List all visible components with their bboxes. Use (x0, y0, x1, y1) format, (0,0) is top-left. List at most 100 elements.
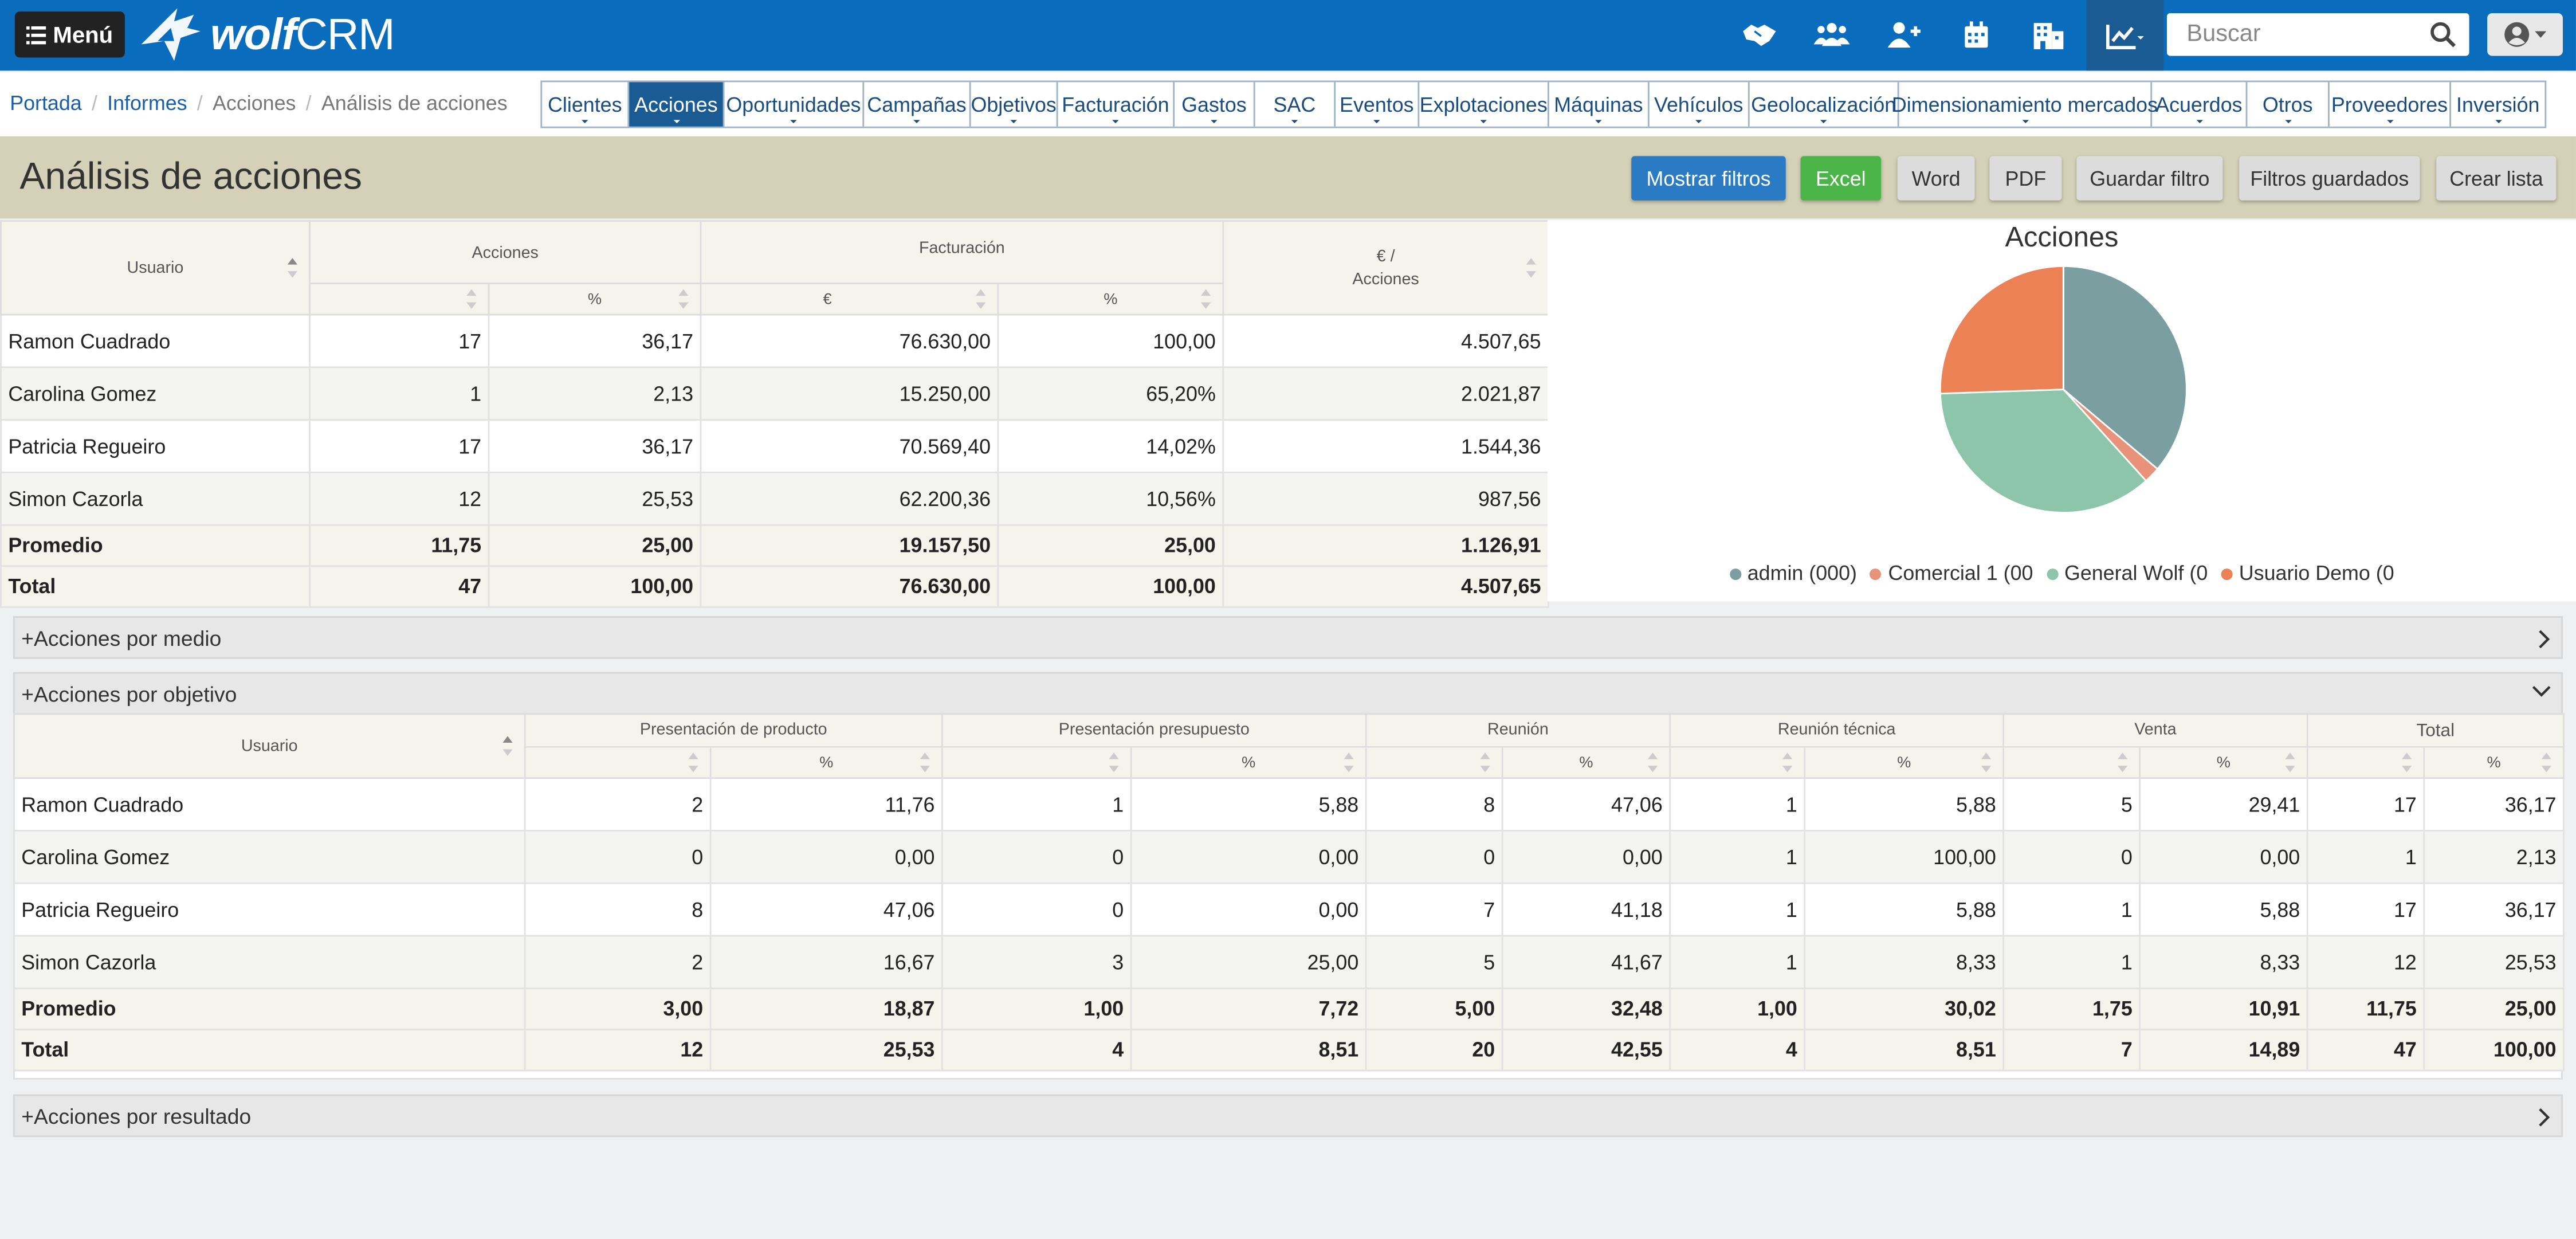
cell-value: 1,75 (2002, 987, 2141, 1030)
sort-icon[interactable] (1109, 752, 1120, 773)
sort-icon[interactable] (1480, 752, 1491, 773)
sort-icon[interactable] (466, 289, 478, 309)
pdf-button[interactable]: PDF (1989, 156, 2062, 201)
col-usuario[interactable]: Usuario (13, 713, 526, 779)
search-icon[interactable] (2430, 21, 2456, 48)
create-list-button[interactable]: Crear lista (2436, 156, 2557, 201)
col-pct[interactable]: % (709, 746, 943, 779)
tab-oportunidades[interactable]: Oportunidades (724, 82, 865, 127)
cell-value: 0,00 (1501, 829, 1671, 884)
add-user-icon[interactable] (1886, 18, 1922, 51)
tab-gastos[interactable]: Gastos (1175, 82, 1255, 127)
breadcrumb-item[interactable]: Portada (10, 92, 82, 115)
col-pct[interactable]: % (2139, 746, 2308, 779)
col-pct[interactable]: % (1804, 746, 2005, 779)
sort-icon[interactable] (1201, 289, 1212, 309)
tab-campañas[interactable]: Campañas (864, 82, 971, 127)
sort-icon[interactable] (2402, 752, 2413, 773)
sort-icon[interactable] (976, 289, 987, 309)
cell-value: 7 (1365, 882, 1503, 937)
tab-facturación[interactable]: Facturación (1058, 82, 1175, 127)
sort-icon[interactable] (1981, 752, 1993, 773)
col-pct[interactable]: % (1501, 746, 1671, 779)
sort-icon[interactable] (1344, 752, 1355, 773)
legend-item[interactable]: General Wolf (0 (2046, 562, 2208, 585)
cell-value: 1,00 (1669, 987, 1806, 1030)
excel-button[interactable]: Excel (1800, 156, 1882, 201)
legend-item[interactable]: admin (000) (1729, 562, 1857, 585)
cell-acc_pct: 36,17 (488, 313, 702, 368)
sort-icon[interactable] (1647, 752, 1659, 773)
tab-clientes[interactable]: Clientes (542, 82, 630, 127)
cell-value: 41,67 (1501, 935, 1671, 990)
col-eur-per-accion[interactable]: € / Acciones (1222, 220, 1549, 316)
users-icon[interactable] (1813, 18, 1850, 51)
tab-eventos[interactable]: Eventos (1336, 82, 1420, 127)
handshake-icon[interactable] (1741, 18, 1777, 51)
tab-acciones[interactable]: Acciones (629, 82, 725, 127)
tab-geolocalización[interactable]: Geolocalización (1750, 82, 1899, 127)
col-pct[interactable]: % (1130, 746, 1367, 779)
table-footer-row: Total 12 25,53 4 8,51 20 42,55 4 8,51 7 14,89 47 100… (13, 1028, 2565, 1072)
breadcrumb-item[interactable]: Informes (107, 92, 187, 115)
cell-fact: 19.157,50 (700, 524, 999, 567)
pie-slice-2[interactable] (1939, 389, 2147, 514)
show-filters-button[interactable]: Mostrar filtros (1631, 156, 1786, 201)
sort-icon[interactable] (1526, 258, 1538, 278)
col-fact-pct[interactable]: % (997, 283, 1224, 316)
section-acciones-por-resultado[interactable]: +Acciones por resultado (13, 1094, 2563, 1138)
section-acciones-por-medio[interactable]: +Acciones por medio (13, 616, 2563, 659)
word-button[interactable]: Word (1897, 156, 1975, 201)
building-icon[interactable] (2031, 18, 2067, 51)
sort-icon[interactable] (287, 258, 299, 278)
pie-slice-0[interactable] (2062, 265, 2188, 470)
cell-value: 12 (2306, 935, 2425, 990)
cell-value: 0,00 (709, 829, 943, 884)
tab-proveedores[interactable]: Proveedores (2330, 82, 2452, 127)
table-row: Carolina Gomez 0 0,00 0 0,00 0 0,00 1 100,00 0 0,0… (13, 829, 2565, 884)
legend-item[interactable]: Comercial 1 (00 (1870, 562, 2033, 585)
sort-icon[interactable] (688, 752, 700, 773)
user-menu-button[interactable] (2487, 13, 2563, 56)
sort-icon[interactable] (1782, 752, 1794, 773)
tab-dimensionamiento-mercados[interactable]: Dimensionamiento mercados (1892, 82, 2158, 127)
col-count[interactable] (2002, 746, 2141, 779)
col-count[interactable] (1669, 746, 1806, 779)
sort-icon[interactable] (2285, 752, 2296, 773)
tab-explotaciones[interactable]: Explotaciones (1419, 82, 1549, 127)
col-fact-eur[interactable]: € (700, 283, 999, 316)
chart-title: Acciones (2005, 222, 2119, 253)
col-acciones-count[interactable] (309, 283, 490, 316)
cell-value: 5 (1365, 935, 1503, 990)
menu-button[interactable]: Menú (14, 11, 125, 58)
reports-chart-icon[interactable] (2086, 0, 2164, 71)
tab-acuerdos[interactable]: Acuerdos (2152, 82, 2248, 127)
tab-máquinas[interactable]: Máquinas (1549, 82, 1650, 127)
cell-usuario: Simon Cazorla (0, 471, 311, 526)
col-usuario[interactable]: Usuario (0, 220, 311, 316)
calendar-icon[interactable] (1958, 18, 1994, 51)
sort-icon[interactable] (502, 736, 514, 756)
col-count[interactable] (941, 746, 1132, 779)
col-count[interactable] (524, 746, 712, 779)
col-acciones-pct[interactable]: % (488, 283, 702, 316)
col-pct[interactable]: % (2423, 746, 2565, 779)
tab-objetivos[interactable]: Objetivos (971, 82, 1058, 127)
legend-item[interactable]: Usuario Demo (0 (2221, 562, 2394, 585)
tab-otros[interactable]: Otros (2247, 82, 2330, 127)
pie-slice-3[interactable] (1939, 265, 2064, 395)
sort-icon[interactable] (920, 752, 932, 773)
sort-icon[interactable] (2541, 752, 2553, 773)
tab-sac[interactable]: SAC (1255, 82, 1336, 127)
tab-vehículos[interactable]: Vehículos (1650, 82, 1750, 127)
logo[interactable]: wolfCRM (138, 5, 395, 64)
search-input[interactable] (2166, 13, 2433, 56)
col-count[interactable] (2306, 746, 2425, 779)
section-acciones-por-objetivo[interactable]: +Acciones por objetivo (13, 672, 2563, 715)
col-count[interactable] (1365, 746, 1503, 779)
tab-inversión[interactable]: Inversión (2451, 82, 2544, 126)
sort-icon[interactable] (2117, 752, 2129, 773)
saved-filters-button[interactable]: Filtros guardados (2239, 156, 2420, 201)
save-filter-button[interactable]: Guardar filtro (2076, 156, 2223, 201)
sort-icon[interactable] (678, 289, 690, 309)
